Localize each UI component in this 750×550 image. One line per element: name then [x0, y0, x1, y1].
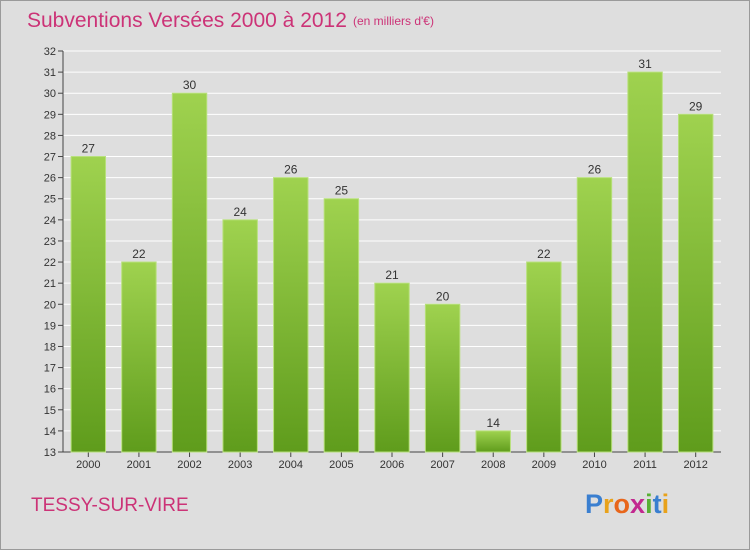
data-label-2006: 21: [385, 268, 399, 282]
y-tick-label: 16: [44, 384, 56, 396]
bar-2007: [424, 303, 461, 453]
logo-letter: i: [645, 489, 653, 519]
y-tick-label: 15: [44, 405, 56, 417]
x-tick-label-2009: 2009: [532, 459, 556, 471]
bar-2009: [526, 261, 562, 453]
chart-title: Subventions Versées 2000 à 2012: [27, 9, 347, 32]
data-label-2004: 26: [284, 163, 298, 177]
x-tick-label-2001: 2001: [127, 459, 151, 471]
logo-letter: t: [652, 489, 662, 519]
y-tick-label: 21: [44, 278, 56, 290]
data-label-2009: 22: [537, 247, 551, 261]
x-tick-label-2003: 2003: [228, 459, 252, 471]
bar-2004: [273, 177, 309, 453]
commune-name: TESSY-SUR-VIRE: [31, 495, 189, 516]
bar-2000: [70, 156, 107, 453]
x-tick-label-2006: 2006: [380, 459, 404, 471]
data-label-2001: 22: [132, 247, 146, 261]
bars: [70, 71, 714, 453]
logo-letter: r: [603, 489, 614, 519]
x-tick-label-2012: 2012: [683, 459, 707, 471]
bar-2006: [374, 282, 410, 453]
x-tick-label-2005: 2005: [329, 459, 353, 471]
y-tick-label: 28: [44, 130, 56, 142]
y-tick-label: 27: [44, 152, 56, 164]
data-label-2012: 29: [689, 99, 703, 113]
logo-letter: i: [661, 489, 670, 519]
y-tick-label: 22: [44, 257, 56, 269]
chart-subtitle: (en milliers d'€): [353, 14, 434, 28]
y-tick-label: 26: [44, 173, 56, 185]
y-tick-label: 13: [44, 447, 56, 459]
x-tick-label-2000: 2000: [76, 459, 100, 471]
proxiti-logo[interactable]: Proxiti: [585, 489, 669, 520]
data-label-2002: 30: [183, 78, 197, 92]
y-tick-label: 23: [44, 236, 56, 248]
x-tick-label-2007: 2007: [430, 459, 454, 471]
logo-letter: P: [585, 489, 604, 519]
bar-2010: [576, 177, 613, 453]
bar-2011: [627, 71, 663, 453]
y-tick-label: 20: [44, 299, 56, 311]
x-tick-label-2002: 2002: [177, 459, 201, 471]
bar-2001: [121, 261, 157, 453]
bar-2008: [475, 430, 511, 453]
data-label-2010: 26: [588, 163, 602, 177]
y-tick-label: 14: [44, 426, 56, 438]
data-label-2000: 27: [82, 142, 96, 156]
y-tick-label: 19: [44, 320, 56, 332]
data-label-2005: 25: [335, 184, 349, 198]
y-tick-label: 25: [44, 194, 56, 206]
x-tick-label-2010: 2010: [582, 459, 606, 471]
y-tick-label: 24: [44, 215, 56, 227]
bar-2012: [677, 113, 714, 453]
bar-2005: [323, 198, 360, 453]
y-tick-label: 17: [44, 363, 56, 375]
y-tick-label: 32: [44, 46, 56, 58]
data-label-2011: 31: [638, 57, 652, 71]
y-tick-label: 31: [44, 67, 56, 79]
x-tick-label-2011: 2011: [633, 459, 657, 471]
logo-letter: x: [630, 489, 646, 519]
bar-2003: [222, 219, 258, 453]
x-tick-label-2008: 2008: [481, 459, 505, 471]
data-label-2008: 14: [487, 416, 501, 430]
y-tick-label: 18: [44, 341, 56, 353]
data-label-2003: 24: [233, 205, 247, 219]
x-tick-label-2004: 2004: [279, 459, 303, 471]
y-tick-label: 30: [44, 88, 56, 100]
logo-letter: o: [613, 489, 631, 519]
data-labels: 27 22 30 24 26 25 21 20 14 22 26 31 29: [82, 57, 703, 430]
bar-2002: [171, 92, 208, 453]
y-tick-label: 29: [44, 109, 56, 121]
data-label-2007: 20: [436, 289, 450, 303]
